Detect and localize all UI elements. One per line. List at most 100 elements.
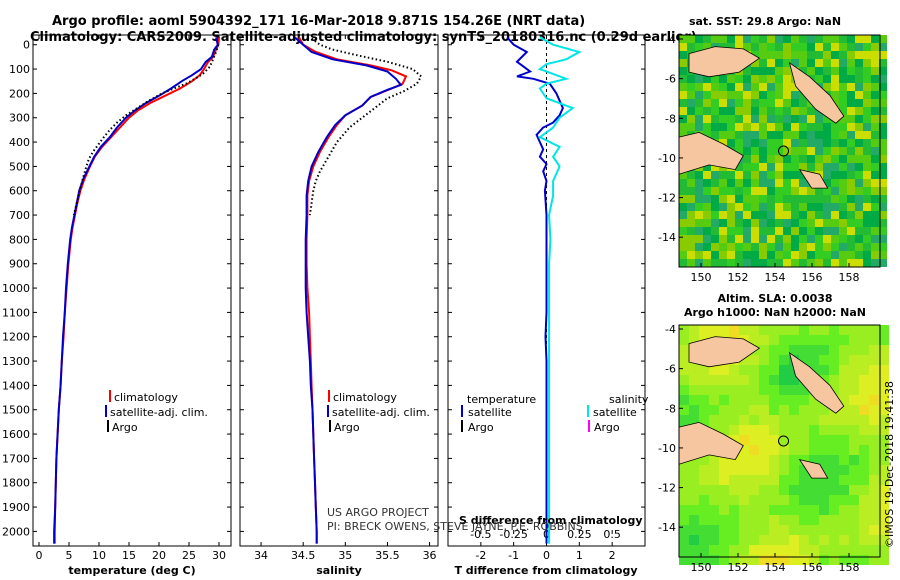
map-cell	[855, 259, 863, 267]
map-cell	[823, 187, 831, 195]
map-cell	[689, 465, 699, 475]
map-cell	[709, 365, 719, 375]
map-cell	[699, 375, 709, 385]
map-cell	[709, 555, 719, 565]
map-cell	[743, 139, 751, 147]
map-cell	[799, 555, 809, 565]
map-cell	[729, 365, 739, 375]
map-cell	[849, 385, 859, 395]
map-cell	[703, 179, 711, 187]
lon-tick-label: 154	[765, 561, 786, 574]
map-cell	[815, 219, 823, 227]
map-cell	[711, 131, 719, 139]
map-cell	[823, 75, 831, 83]
map-cell	[767, 195, 775, 203]
map-cell	[703, 227, 711, 235]
imos-watermark: ©IMOS 19-Dec-2018 19:41:38	[883, 381, 896, 548]
map-cell	[699, 505, 709, 515]
map-cell	[695, 195, 703, 203]
sla-lat-ticks: -4 -6 -8 -10 -12 -14	[658, 323, 683, 534]
map-cell	[839, 131, 847, 139]
map-cell	[849, 475, 859, 485]
map-cell	[719, 555, 729, 565]
map-cell	[687, 203, 695, 211]
map-cell	[767, 91, 775, 99]
map-cell	[855, 51, 863, 59]
map-cell	[769, 375, 779, 385]
map-cell	[839, 465, 849, 475]
map-cell	[799, 35, 807, 43]
map-cell	[807, 139, 815, 147]
map-cell	[863, 147, 871, 155]
map-cell	[791, 91, 799, 99]
map-cell	[847, 51, 855, 59]
x-tick-label: 25	[182, 549, 196, 562]
map-cell	[751, 235, 759, 243]
map-cell	[839, 43, 847, 51]
map-cell	[687, 243, 695, 251]
map-cell	[849, 335, 859, 345]
map-cell	[739, 435, 749, 445]
map-cell	[751, 139, 759, 147]
map-cell	[695, 171, 703, 179]
map-cell	[749, 425, 759, 435]
map-cell	[823, 115, 831, 123]
map-cell	[769, 395, 779, 405]
map-cell	[839, 535, 849, 545]
map-cell	[769, 325, 779, 335]
map-cell	[769, 555, 779, 565]
map-cell	[823, 147, 831, 155]
map-cell	[749, 355, 759, 365]
map-cell	[879, 99, 887, 107]
x-tick-label: 36	[423, 549, 437, 562]
map-cell	[679, 171, 687, 179]
map-cell	[879, 495, 889, 505]
map-cell	[839, 91, 847, 99]
map-cell	[783, 35, 791, 43]
map-cell	[727, 235, 735, 243]
map-cell	[727, 243, 735, 251]
map-cell	[791, 235, 799, 243]
map-cell	[759, 171, 767, 179]
map-cell	[847, 123, 855, 131]
map-cell	[749, 505, 759, 515]
map-cell	[719, 227, 727, 235]
map-cell	[719, 475, 729, 485]
map-cell	[775, 43, 783, 51]
map-cell	[743, 131, 751, 139]
map-cell	[689, 475, 699, 485]
map-cell	[719, 515, 729, 525]
lon-tick-label: 154	[765, 271, 786, 284]
map-cell	[847, 243, 855, 251]
map-cell	[743, 99, 751, 107]
map-cell	[799, 243, 807, 251]
map-cell	[807, 211, 815, 219]
map-cell	[759, 445, 769, 455]
map-cell	[779, 495, 789, 505]
map-cell	[789, 445, 799, 455]
map-cell	[807, 35, 815, 43]
map-cell	[679, 525, 689, 535]
map-cell	[831, 195, 839, 203]
map-cell	[769, 445, 779, 455]
map-cell	[879, 345, 889, 355]
map-cell	[839, 171, 847, 179]
map-cell	[719, 325, 729, 335]
map-cell	[849, 555, 859, 565]
map-cell	[735, 171, 743, 179]
map-cell	[719, 415, 729, 425]
map-cell	[847, 67, 855, 75]
depth-tick-label: 1700	[2, 452, 30, 465]
map-cell	[769, 485, 779, 495]
map-cell	[695, 243, 703, 251]
map-cell	[689, 555, 699, 565]
map-cell	[791, 195, 799, 203]
lat-tick-label: -12	[658, 482, 676, 495]
map-cell	[727, 131, 735, 139]
map-cell	[743, 227, 751, 235]
map-cell	[799, 545, 809, 555]
map-cell	[855, 115, 863, 123]
map-cell	[859, 535, 869, 545]
map-cell	[863, 195, 871, 203]
map-cell	[699, 475, 709, 485]
